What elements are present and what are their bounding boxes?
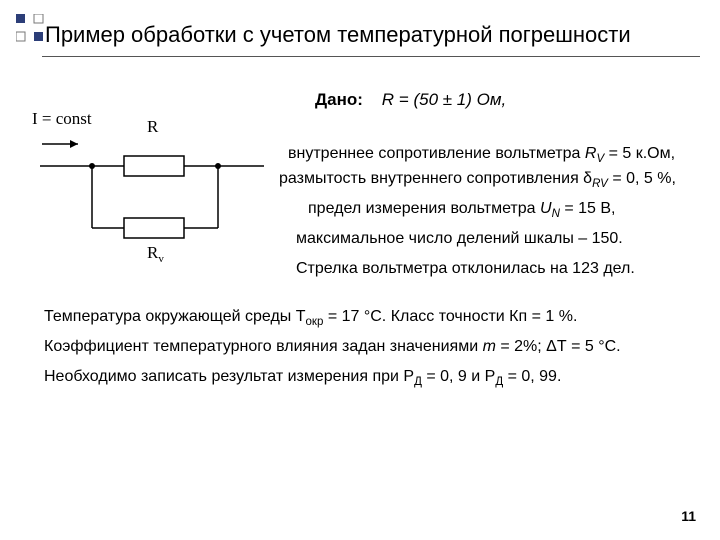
rv-label: Rv	[147, 243, 164, 265]
line-un: предел измерения вольтметра UN = 15 В,	[308, 200, 615, 220]
line-rv: внутреннее сопротивление вольтметра RV =…	[288, 145, 675, 165]
i-const-label: I = const	[32, 109, 92, 128]
page-title: Пример обработки с учетом температурной …	[45, 22, 700, 48]
given-label: Дано:	[315, 90, 363, 109]
corner-decor	[16, 14, 46, 44]
line-deflection: Стрелка вольтметра отклонилась на 123 де…	[296, 260, 635, 278]
r-label: R	[147, 117, 159, 136]
title-underline	[42, 56, 700, 57]
page-number: 11	[681, 508, 696, 524]
line-scale: максимальное число делений шкалы – 150.	[296, 230, 623, 248]
circuit-diagram: I = const R Rv	[32, 108, 272, 293]
line-coef: Коэффициент температурного влияния задан…	[44, 338, 700, 356]
line-task: Необходимо записать результат измерения …	[44, 368, 700, 388]
given-value: R = (50 ± 1) Ом,	[382, 90, 506, 109]
line-delta: размытость внутреннего сопротивления δRV…	[279, 170, 676, 190]
given-row: Дано: R = (50 ± 1) Ом,	[315, 90, 506, 110]
line-temp: Температура окружающей среды Токр = 17 °…	[44, 308, 577, 328]
